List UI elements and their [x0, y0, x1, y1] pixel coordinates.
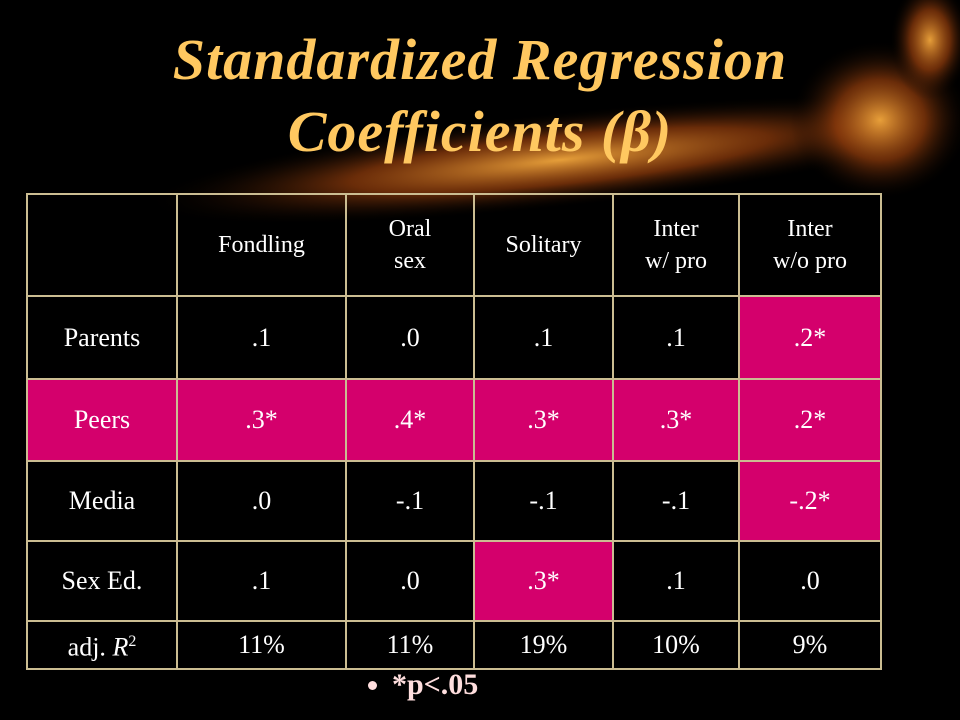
header-cell: Solitary	[473, 193, 614, 297]
row-label: Sex Ed.	[26, 540, 178, 622]
cell: .0	[345, 295, 475, 380]
cell: .1	[612, 295, 740, 380]
row-label: Peers	[26, 378, 178, 462]
cell: -.1	[473, 460, 614, 542]
title-line: Coefficients (β)	[287, 99, 673, 164]
cell: .3*	[473, 540, 614, 622]
cell: 19%	[473, 620, 614, 670]
cell: .3*	[176, 378, 347, 462]
cell: -.1	[345, 460, 475, 542]
corner-cell	[26, 193, 178, 297]
cell: .1	[176, 295, 347, 380]
cell: .0	[345, 540, 475, 622]
header-cell: Oral sex	[345, 193, 475, 297]
cell: 11%	[345, 620, 475, 670]
footnote: *p<.05	[392, 668, 478, 702]
label-variable: R	[112, 632, 129, 662]
row: Parents .1 .0 .1 .1 .2*	[26, 295, 882, 380]
header-row: Fondling Oral sex Solitary Inter w/ pro …	[26, 193, 882, 297]
row: Peers .3* .4* .3* .3* .2*	[26, 378, 882, 462]
header-cell: Fondling	[176, 193, 347, 297]
footnote-list: *p<.05	[370, 668, 478, 702]
cell: .1	[473, 295, 614, 380]
cell: .2*	[738, 378, 882, 462]
cell: .3*	[473, 378, 614, 462]
header-cell: Inter w/ pro	[612, 193, 740, 297]
cell: -.2*	[738, 460, 882, 542]
row: Sex Ed. .1 .0 .3* .1 .0	[26, 540, 882, 622]
title-line: Standardized Regression	[172, 27, 788, 92]
header-cell: Inter w/o pro	[738, 193, 882, 297]
cell: 10%	[612, 620, 740, 670]
cell: .2*	[738, 295, 882, 380]
cell: .0	[738, 540, 882, 622]
cell: .3*	[612, 378, 740, 462]
label-prefix: adj.	[67, 632, 106, 662]
cell: .0	[176, 460, 347, 542]
coefficient-table: Fondling Oral sex Solitary Inter w/ pro …	[26, 193, 882, 670]
cell: 9%	[738, 620, 882, 670]
cell: 11%	[176, 620, 347, 670]
cell: -.1	[612, 460, 740, 542]
cell: .1	[612, 540, 740, 622]
cell: .4*	[345, 378, 475, 462]
label-superscript: 2	[128, 633, 137, 651]
cell: .1	[176, 540, 347, 622]
row: Media .0 -.1 -.1 -.1 -.2*	[26, 460, 882, 542]
row-label: adj. R2	[26, 620, 178, 670]
row-label: Parents	[26, 295, 178, 380]
row-label: Media	[26, 460, 178, 542]
fit-row: adj. R2 11% 11% 19% 10% 9%	[26, 620, 882, 670]
